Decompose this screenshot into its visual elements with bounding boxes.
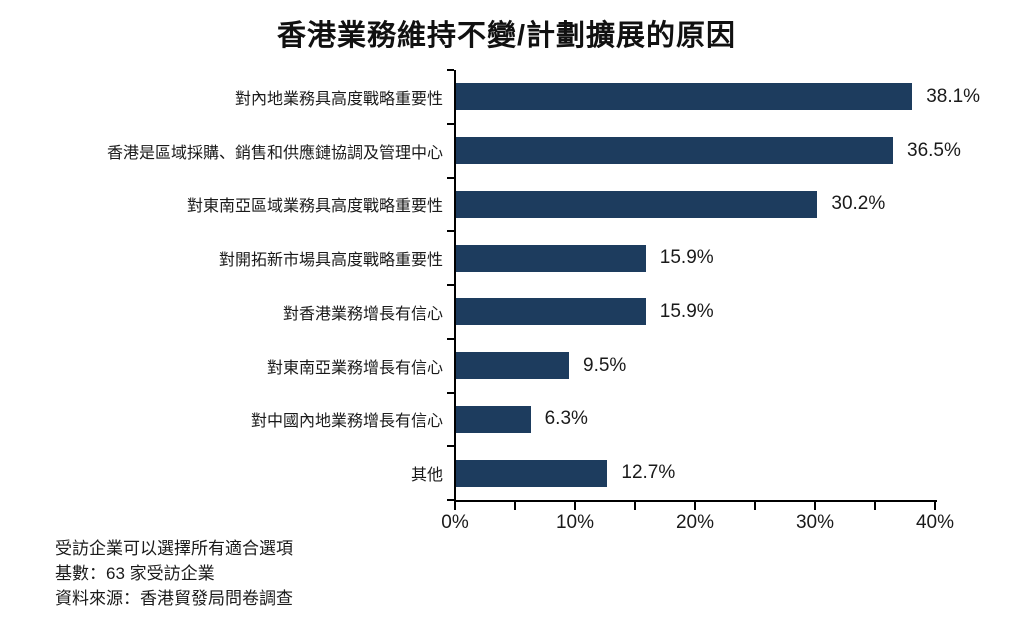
- bar: [455, 459, 608, 487]
- chart-row: 對東南亞區域業務具高度戰略重要性 30.2%: [0, 178, 1013, 232]
- bar: [455, 190, 818, 218]
- y-category-tick: [447, 337, 454, 340]
- bar: [455, 137, 893, 165]
- chart-row: 對開拓新市場具高度戰略重要性 15.9%: [0, 231, 1013, 285]
- x-tick-label: 20%: [675, 512, 715, 533]
- x-minor-tick: [514, 502, 516, 510]
- footnote-selection-note: 受訪企業可以選擇所有適合選項: [55, 539, 293, 558]
- x-major-tick: [574, 502, 576, 510]
- bar: [455, 244, 646, 272]
- y-axis-line: [454, 70, 456, 502]
- bar-area: 6.3%: [455, 405, 935, 433]
- chart-title: 香港業務維持不變/計劃擴展的原因: [276, 20, 737, 52]
- bar-rows: 對內地業務具高度戰略重要性 38.1% 香港是區域採購、銷售和供應鏈協調及管理中心 3…: [0, 70, 1013, 500]
- category-label: 對中國內地業務增長有信心: [250, 413, 443, 431]
- bar-area: 15.9%: [455, 244, 935, 272]
- x-tick-label: 0%: [441, 512, 469, 533]
- y-category-tick: [447, 445, 454, 448]
- x-minor-tick: [634, 502, 636, 510]
- y-category-tick: [447, 122, 454, 125]
- x-tick-label: 40%: [915, 512, 955, 533]
- y-category-tick: [447, 391, 454, 394]
- chart-row: 對中國內地業務增長有信心 6.3%: [0, 393, 1013, 447]
- bar-area: 15.9%: [455, 298, 935, 326]
- bar: [455, 405, 531, 433]
- chart-row: 香港是區域採購、銷售和供應鏈協調及管理中心 36.5%: [0, 124, 1013, 178]
- value-label: 15.9%: [659, 247, 714, 269]
- x-tick-label: 10%: [555, 512, 595, 533]
- category-label: 對開拓新市場具高度戰略重要性: [218, 252, 443, 270]
- category-label: 對內地業務具高度戰略重要性: [234, 90, 443, 108]
- bar-area: 38.1%: [455, 83, 980, 111]
- chart-row: 對內地業務具高度戰略重要性 38.1%: [0, 70, 1013, 124]
- x-axis-line: [454, 500, 937, 502]
- value-label: 12.7%: [621, 462, 676, 484]
- y-category-tick: [447, 499, 454, 501]
- bar: [455, 83, 913, 111]
- bar-area: 12.7%: [455, 459, 935, 487]
- chart-row: 對香港業務增長有信心 15.9%: [0, 285, 1013, 339]
- footnote-base-note: 基數：63 家受訪企業: [55, 564, 215, 583]
- category-label: 對東南亞區域業務具高度戰略重要性: [186, 198, 443, 216]
- category-label: 香港是區域採購、銷售和供應鏈協調及管理中心: [106, 144, 443, 162]
- y-category-tick: [447, 284, 454, 286]
- x-major-tick: [694, 502, 696, 510]
- x-major-tick: [934, 502, 936, 510]
- category-label: 對香港業務增長有信心: [282, 305, 443, 323]
- bar-area: 30.2%: [455, 190, 935, 218]
- y-category-tick: [447, 69, 454, 71]
- value-label: 9.5%: [583, 354, 627, 376]
- y-category-tick: [447, 230, 454, 233]
- value-label: 30.2%: [831, 193, 886, 215]
- bar-area: 9.5%: [455, 352, 935, 380]
- footnote-source-note: 資料來源：香港貿發局問卷調查: [55, 589, 293, 608]
- bar-area: 36.5%: [455, 137, 961, 165]
- chart-row: 其他 12.7%: [0, 446, 1013, 500]
- x-minor-tick: [874, 502, 876, 510]
- value-label: 15.9%: [659, 300, 714, 322]
- category-label: 其他: [410, 467, 443, 485]
- bar: [455, 298, 646, 326]
- x-tick-label: 30%: [795, 512, 835, 533]
- footnotes: 受訪企業可以選擇所有適合選項 基數：63 家受訪企業 資料來源：香港貿發局問卷調…: [55, 536, 293, 611]
- category-label: 對東南亞業務增長有信心: [266, 359, 443, 377]
- value-label: 6.3%: [544, 408, 588, 430]
- y-category-tick: [447, 176, 454, 179]
- x-minor-tick: [754, 502, 756, 510]
- value-label: 36.5%: [907, 139, 961, 161]
- chart-row: 對東南亞業務增長有信心 9.5%: [0, 339, 1013, 393]
- bar: [455, 352, 569, 380]
- value-label: 38.1%: [926, 85, 981, 107]
- x-major-tick: [454, 502, 456, 510]
- x-major-tick: [814, 502, 816, 510]
